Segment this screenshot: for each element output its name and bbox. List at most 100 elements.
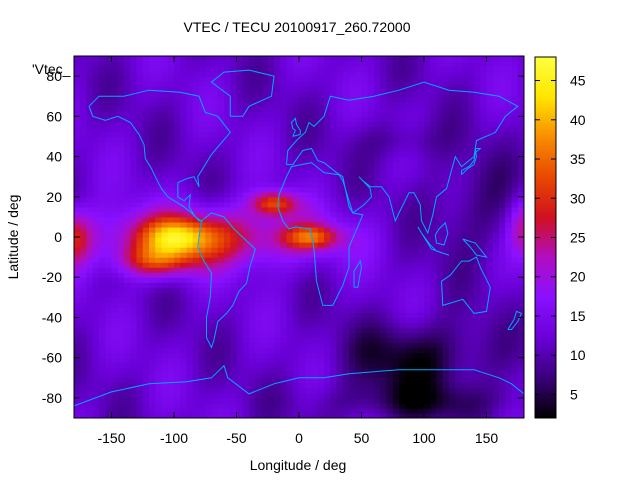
heatmap-cell: [386, 352, 394, 359]
heatmap-cell: [199, 221, 206, 228]
heatmap-cell: [330, 176, 338, 183]
heatmap-cell: [399, 307, 406, 314]
heatmap-cell: [467, 196, 475, 203]
heatmap-cell: [149, 91, 156, 97]
heatmap-cell: [336, 141, 344, 148]
heatmap-cell: [436, 231, 444, 238]
heatmap-cell: [249, 242, 256, 248]
heatmap-cell: [461, 181, 469, 188]
heatmap-cell: [224, 171, 231, 178]
heatmap-cell: [286, 76, 294, 82]
heatmap-cell: [361, 136, 369, 143]
heatmap-cell: [149, 277, 156, 283]
heatmap-cell: [142, 101, 150, 107]
heatmap-cell: [299, 412, 306, 418]
heatmap-cell: [105, 392, 113, 399]
heatmap-cell: [286, 347, 294, 354]
heatmap-cell: [455, 131, 463, 138]
heatmap-cell: [292, 257, 300, 263]
heatmap-cell: [342, 407, 350, 414]
heatmap-cell: [274, 141, 281, 148]
heatmap-cell: [261, 156, 269, 163]
heatmap-cell: [242, 91, 250, 97]
heatmap-cell: [430, 161, 438, 168]
heatmap-cell: [255, 151, 263, 158]
heatmap-cell: [80, 297, 88, 303]
heatmap-cell: [417, 116, 425, 122]
heatmap-cell: [242, 412, 250, 418]
heatmap-cell: [317, 327, 325, 334]
heatmap-cell: [436, 136, 444, 143]
heatmap-cell: [224, 307, 231, 314]
heatmap-cell: [467, 101, 475, 107]
heatmap-cell: [324, 277, 331, 283]
heatmap-cell: [367, 277, 375, 283]
heatmap-cell: [267, 267, 275, 273]
heatmap-cell: [355, 211, 363, 218]
heatmap-cell: [355, 352, 363, 359]
heatmap-cell: [217, 111, 225, 117]
heatmap-cell: [336, 111, 344, 117]
heatmap-cell: [480, 287, 488, 293]
heatmap-cell: [249, 277, 256, 283]
heatmap-cell: [317, 146, 325, 153]
heatmap-cell: [105, 231, 113, 238]
heatmap-cell: [392, 206, 400, 213]
heatmap-cell: [161, 226, 169, 233]
heatmap-cell: [192, 166, 200, 173]
heatmap-cell: [311, 382, 319, 389]
heatmap-cell: [255, 126, 263, 133]
heatmap-cell: [180, 327, 188, 334]
heatmap-cell: [392, 71, 400, 77]
heatmap-cell: [455, 176, 463, 183]
heatmap-cell: [367, 116, 375, 122]
heatmap-cell: [155, 81, 163, 87]
heatmap-cell: [336, 397, 344, 404]
heatmap-cell: [242, 287, 250, 293]
heatmap-cell: [330, 297, 338, 303]
heatmap-cell: [342, 387, 350, 394]
heatmap-cell: [449, 292, 456, 298]
heatmap-cell: [305, 402, 313, 409]
heatmap-cell: [355, 76, 363, 82]
heatmap-cell: [405, 181, 413, 188]
heatmap-cell: [186, 322, 194, 329]
heatmap-cell: [430, 397, 438, 404]
heatmap-cell: [161, 352, 169, 359]
heatmap-cell: [324, 211, 331, 218]
heatmap-cell: [355, 136, 363, 143]
heatmap-cell: [186, 292, 194, 298]
heatmap-cell: [330, 86, 338, 92]
heatmap-cell: [205, 402, 213, 409]
heatmap-cell: [205, 121, 213, 127]
heatmap-cell: [311, 196, 319, 203]
heatmap-cell: [349, 327, 356, 334]
heatmap-cell: [111, 247, 119, 253]
heatmap-cell: [374, 136, 381, 143]
heatmap-cell: [305, 387, 313, 394]
heatmap-cell: [361, 171, 369, 178]
heatmap-cell: [111, 357, 119, 364]
heatmap-cell: [105, 216, 113, 223]
heatmap-cell: [380, 377, 388, 384]
heatmap-cell: [442, 111, 450, 117]
heatmap-cell: [417, 71, 425, 77]
heatmap-cell: [467, 116, 475, 122]
heatmap-cell: [474, 272, 481, 278]
heatmap-cell: [392, 397, 400, 404]
heatmap-cell: [286, 307, 294, 314]
heatmap-cell: [217, 231, 225, 238]
heatmap-cell: [286, 322, 294, 329]
heatmap-cell: [167, 372, 175, 379]
heatmap-cell: [124, 317, 131, 324]
heatmap-cell: [380, 307, 388, 314]
heatmap-cell: [192, 317, 200, 324]
heatmap-cell: [455, 141, 463, 148]
heatmap-cell: [349, 257, 356, 263]
heatmap-cell: [105, 191, 113, 198]
heatmap-cell: [230, 292, 238, 298]
heatmap-cell: [236, 216, 244, 223]
heatmap-cell: [374, 247, 381, 253]
heatmap-cell: [324, 126, 331, 133]
heatmap-cell: [261, 221, 269, 228]
